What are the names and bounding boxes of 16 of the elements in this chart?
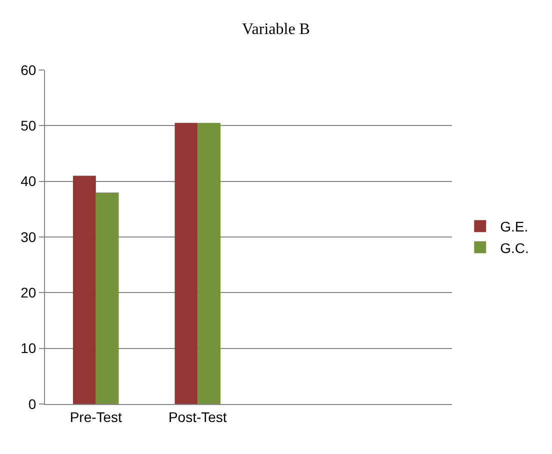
y-tick-label: 50: [20, 118, 36, 134]
y-tick-label: 40: [20, 173, 36, 190]
bar: [72, 176, 96, 404]
y-tick-label: 30: [20, 228, 36, 245]
legend-label: G.E.: [500, 218, 528, 235]
y-tick-label: 10: [20, 340, 36, 356]
bar: [198, 122, 221, 404]
y-tick-label: 60: [20, 62, 36, 78]
x-tick-label: Post-Test: [168, 408, 227, 425]
legend-label: G.C.: [500, 240, 529, 256]
chart-title: Variable B: [242, 20, 310, 38]
x-tick-label: Pre-Test: [70, 408, 122, 425]
y-tick-label: 20: [20, 284, 36, 301]
bar: [96, 192, 119, 404]
y-tick-label: 0: [28, 396, 36, 412]
bar: [174, 122, 198, 404]
